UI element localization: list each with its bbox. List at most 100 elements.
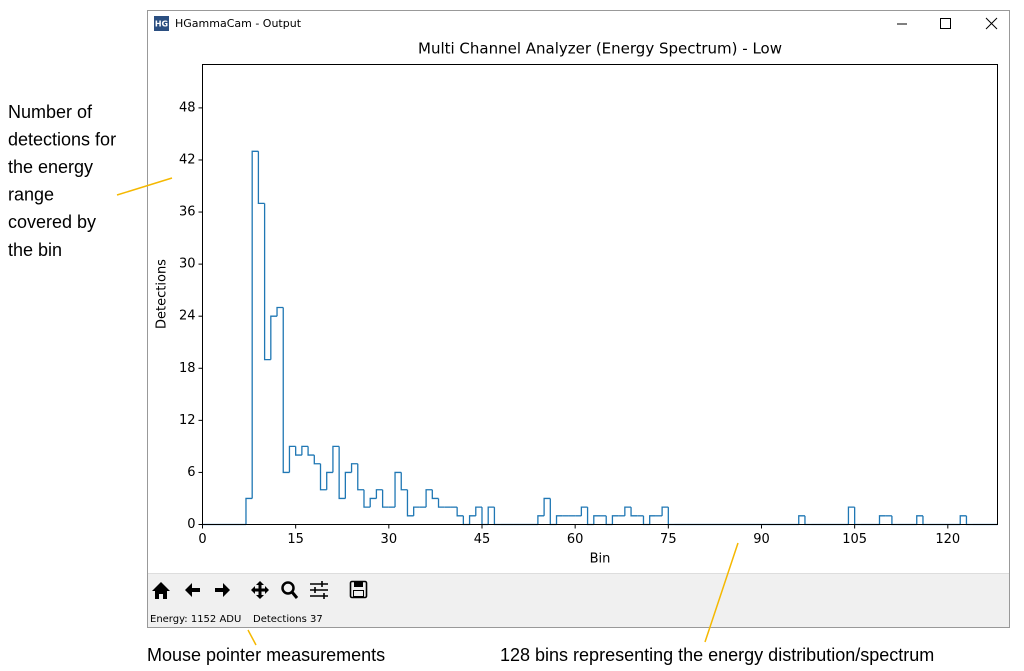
- status-bar: [148, 607, 1009, 627]
- histogram-bin: [437, 498, 445, 508]
- x-tick-label: 60: [567, 532, 584, 547]
- annotation-pointer: [116, 177, 173, 196]
- histogram-bin: [798, 515, 805, 525]
- histogram-bin: [288, 445, 296, 473]
- zoom-lens[interactable]: [281, 581, 295, 595]
- histogram-bin: [251, 150, 259, 499]
- histogram-bin: [413, 506, 420, 516]
- histogram-bin: [611, 515, 619, 525]
- histogram-bin: [394, 471, 402, 508]
- histogram-bin: [649, 515, 656, 525]
- status-detections: Detections 37: [253, 614, 323, 625]
- histogram-bin: [245, 497, 253, 525]
- y-tick-label: 12: [179, 413, 196, 428]
- forward-button[interactable]: [215, 583, 230, 597]
- histogram-bin: [475, 506, 482, 516]
- histogram-bin: [593, 515, 600, 525]
- histogram-bin: [630, 507, 638, 517]
- histogram-bin: [270, 315, 278, 360]
- save-shutter[interactable]: [354, 582, 363, 587]
- histogram-bin: [661, 506, 669, 516]
- histogram-bin: [338, 446, 346, 500]
- annotation-pointer: [247, 629, 257, 646]
- y-tick-label: 42: [179, 152, 196, 167]
- histogram-bin: [425, 489, 433, 508]
- histogram-bin: [916, 515, 923, 525]
- histogram-bin: [276, 306, 284, 317]
- annotation-bins: 128 bins representing the energy distrib…: [500, 645, 934, 665]
- x-tick-label: 105: [842, 532, 867, 547]
- histogram-bin: [487, 506, 495, 525]
- status-energy: Energy: 1152 ADU: [150, 614, 241, 625]
- histogram-bin: [624, 506, 632, 516]
- x-tick-label: 90: [753, 532, 770, 547]
- y-tick-label: 30: [179, 257, 196, 272]
- histogram-bin: [350, 463, 358, 473]
- zoom-handle[interactable]: [290, 591, 299, 599]
- histogram-bin: [319, 463, 327, 491]
- histogram-bin: [847, 506, 855, 525]
- x-tick-label: 15: [287, 532, 304, 547]
- pan-button[interactable]: [251, 581, 269, 599]
- zoom-button[interactable]: [281, 581, 299, 599]
- histogram-bin: [369, 497, 377, 508]
- save-label[interactable]: [353, 590, 364, 597]
- histogram-bin: [381, 489, 389, 508]
- back-button[interactable]: [185, 583, 200, 597]
- histogram-bin: [959, 515, 967, 525]
- chart-title: Multi Channel Analyzer (Energy Spectrum)…: [418, 40, 782, 58]
- annotation-line: detections for: [8, 129, 116, 149]
- histogram-bin: [313, 455, 321, 465]
- histogram-bin: [301, 445, 309, 456]
- histogram-bin: [282, 307, 290, 474]
- window-title: HGammaCam - Output: [175, 17, 302, 30]
- y-tick-label: 48: [179, 100, 196, 115]
- y-tick-label: 24: [179, 309, 196, 324]
- y-tick-label: 6: [187, 465, 195, 480]
- histogram-bin: [468, 515, 476, 525]
- app-icon: [154, 16, 169, 31]
- annotation-mouse: Mouse pointer measurements: [147, 645, 385, 665]
- y-tick-label: 18: [179, 361, 196, 376]
- plot-frame: [202, 64, 998, 525]
- y-axis-label: Detections: [155, 259, 170, 329]
- y-tick-label: 0: [187, 517, 195, 532]
- histogram-bin: [580, 506, 588, 516]
- app-icon-text: HG: [155, 20, 168, 29]
- toolbar: [148, 573, 1009, 607]
- histogram-bin: [363, 489, 371, 508]
- x-tick-label: 75: [660, 532, 677, 547]
- annotation-line: the energy: [8, 157, 93, 177]
- save-button[interactable]: [349, 580, 368, 599]
- configure-button[interactable]: [310, 581, 328, 599]
- histogram-bin: [326, 471, 333, 490]
- histogram-bin: [257, 151, 265, 205]
- histogram-bin: [543, 497, 551, 516]
- x-tick-label: 30: [381, 532, 398, 547]
- x-tick-label: 120: [935, 532, 960, 547]
- histogram-bin: [344, 471, 352, 499]
- histogram-bin: [555, 515, 563, 525]
- x-axis-label: Bin: [590, 552, 611, 567]
- close-button[interactable]: [985, 17, 998, 30]
- histogram-bin: [263, 203, 271, 361]
- histogram-bin: [332, 445, 340, 473]
- histogram-bin: [400, 472, 408, 491]
- save-body[interactable]: [349, 580, 368, 599]
- histogram-bin: [878, 515, 886, 525]
- annotation-line: Number of: [8, 102, 93, 122]
- histogram-bin: [295, 446, 302, 456]
- histogram-bin: [406, 489, 414, 517]
- histogram-bin: [456, 507, 464, 517]
- annotation-line: the bin: [8, 240, 62, 260]
- histogram-bin: [307, 446, 315, 456]
- histogram-bin: [431, 489, 439, 500]
- histogram-bin: [537, 515, 545, 525]
- histogram-bin: [375, 489, 383, 499]
- annotation-line: range: [8, 185, 54, 205]
- maximize-button[interactable]: [940, 18, 951, 29]
- x-tick-label: 45: [474, 532, 491, 547]
- annotation-pointer: [704, 542, 739, 643]
- home-button[interactable]: [152, 582, 170, 599]
